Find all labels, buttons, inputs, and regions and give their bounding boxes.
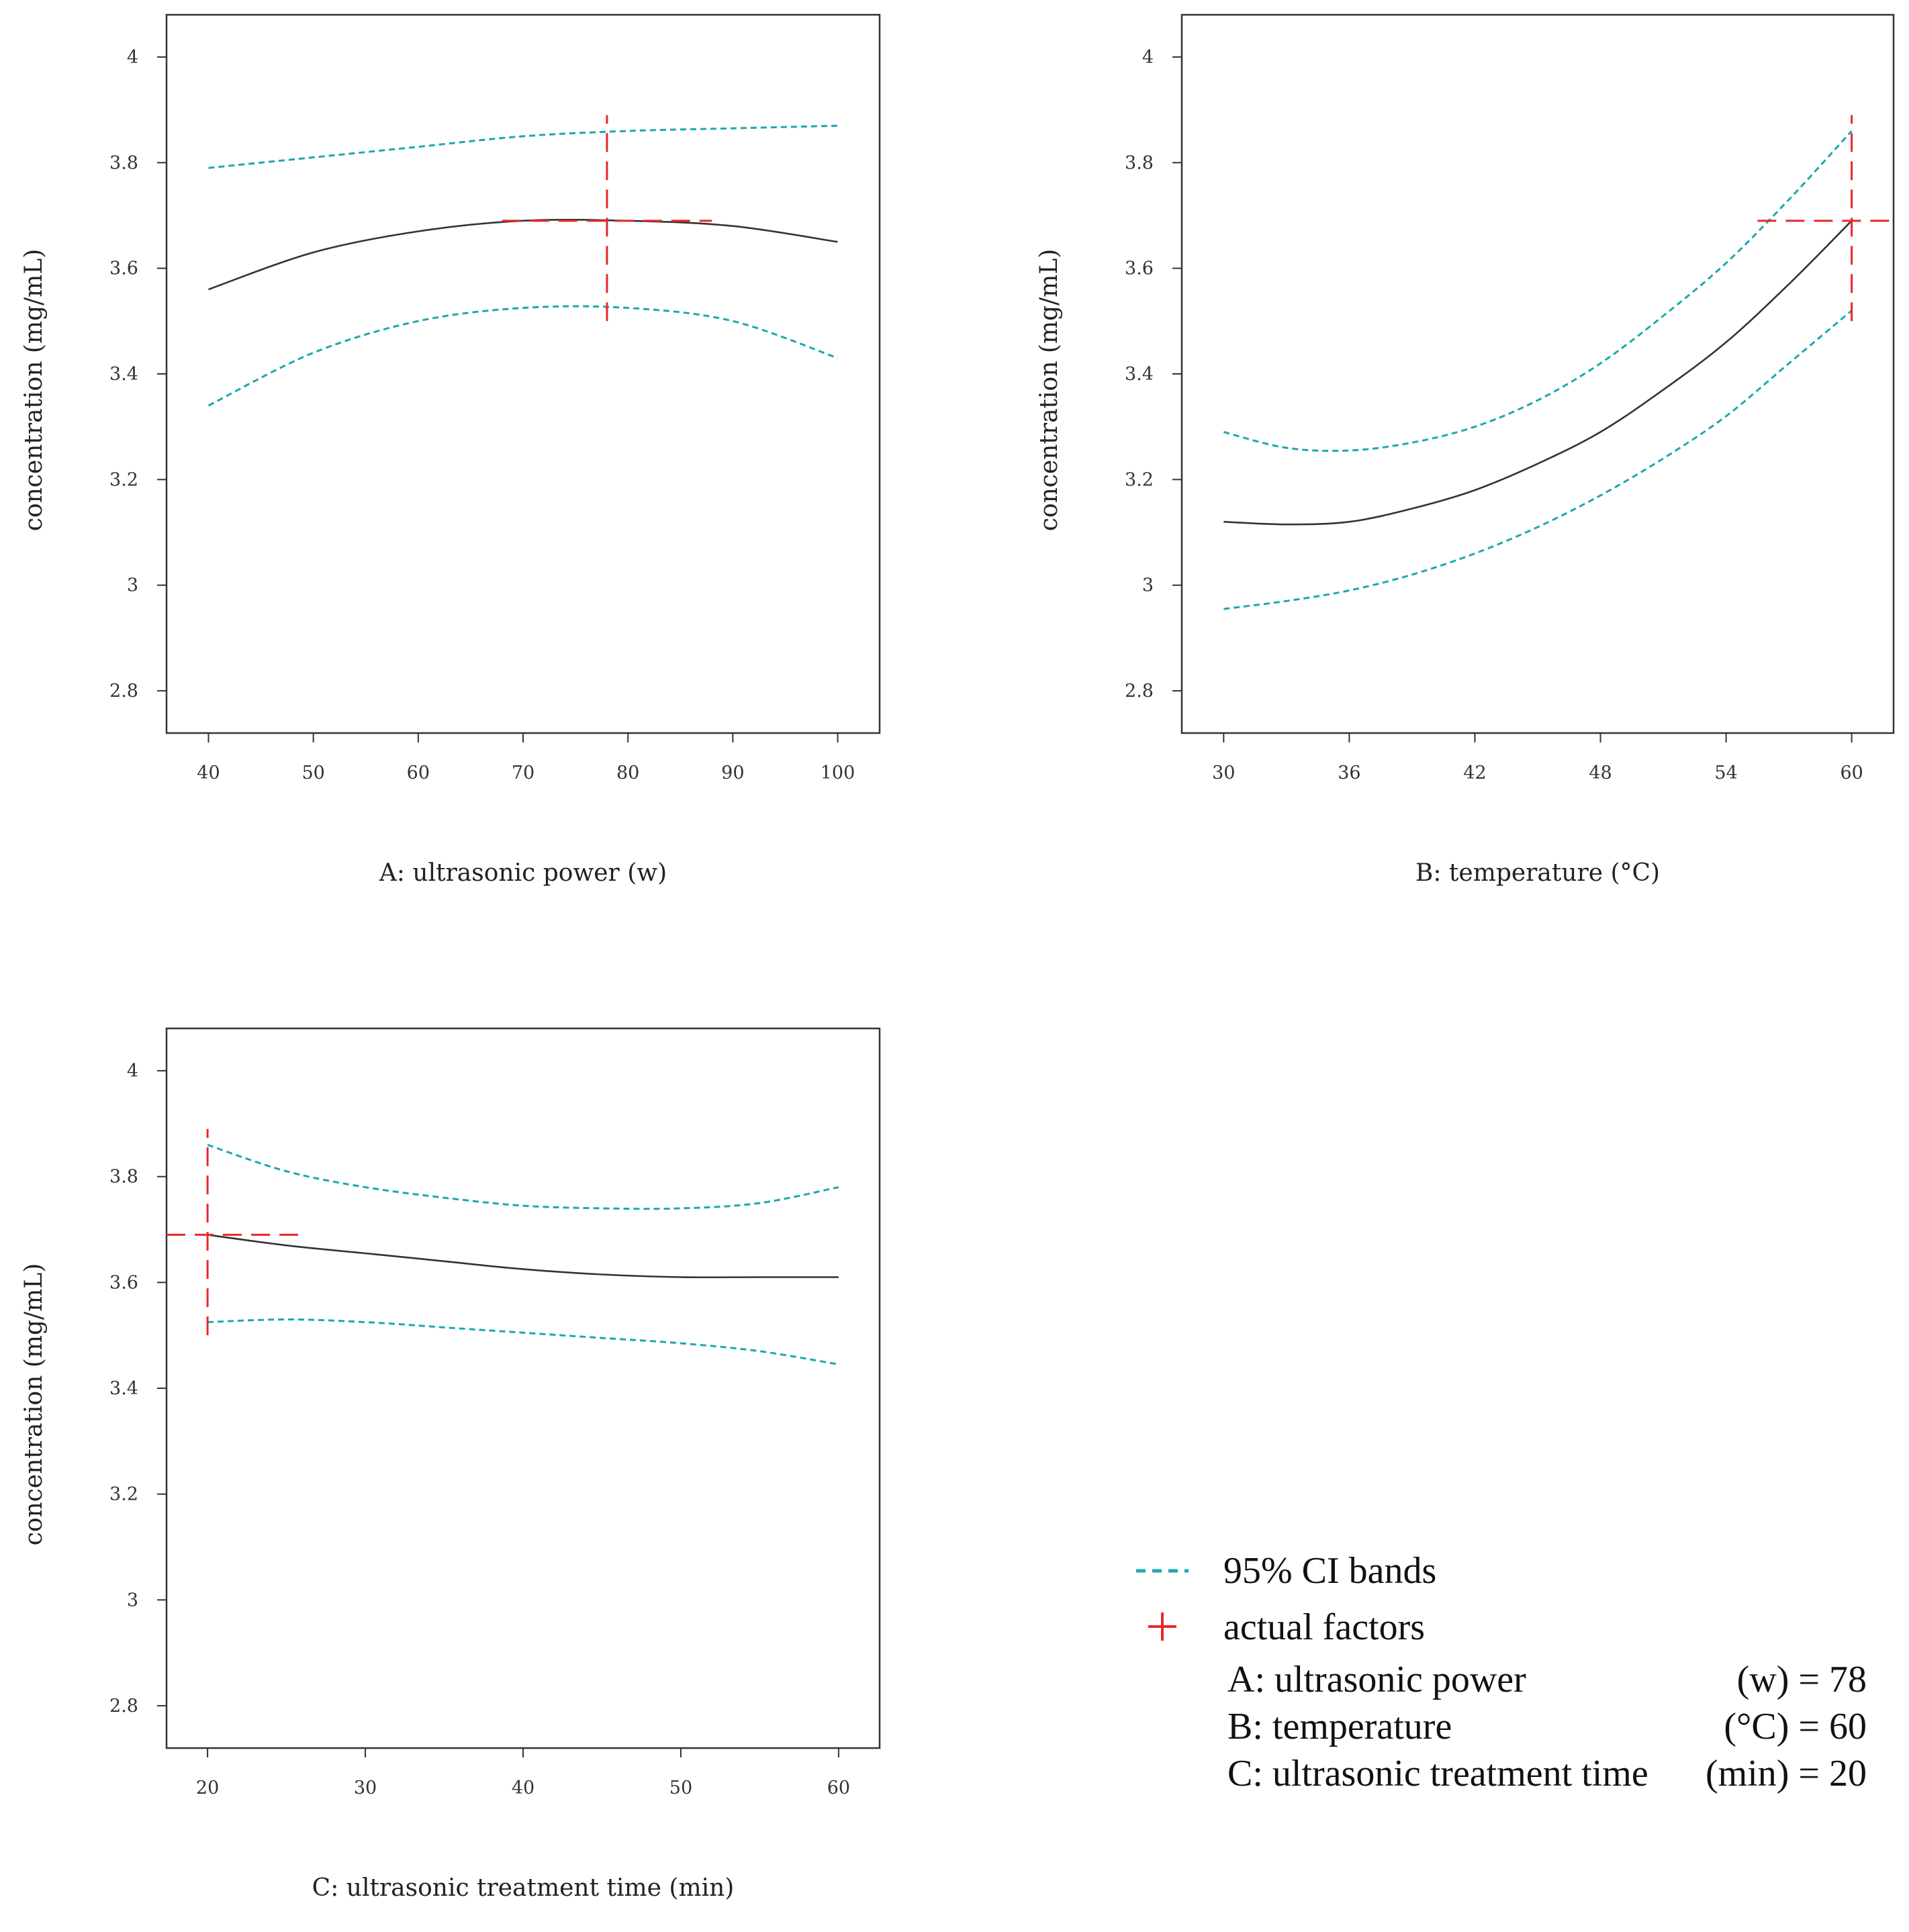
- plot-c-y-tick-label-2: 3.2: [109, 1484, 138, 1505]
- plot-c-series-prediction: [207, 1234, 839, 1279]
- plot-a-x-tick-label-0: 40: [197, 763, 220, 783]
- legend-factor-b-name: B: temperature: [1227, 1706, 1452, 1747]
- plot-c-y-tick-label-4: 3.6: [109, 1272, 138, 1293]
- plot-b-x-tick-label-3: 48: [1589, 763, 1612, 783]
- plot-a-y-axis-label: concentration (mg/mL): [20, 249, 48, 532]
- plot-a-y-tick-label-0: 2.8: [109, 681, 138, 702]
- plot-b-y-tick-label-2: 3.2: [1125, 469, 1154, 490]
- plot-b-x-tick-label-5: 60: [1840, 763, 1863, 783]
- plot-b-y-axis-label: concentration (mg/mL): [1035, 249, 1063, 532]
- legend-ci-label: 95% CI bands: [1223, 1550, 1436, 1592]
- plot-c-y-tick-label-6: 4: [127, 1061, 138, 1081]
- plot-b-series-ci-upper: [1223, 130, 1853, 452]
- plot-b-series-ci-lower: [1223, 309, 1853, 610]
- plot-b-series-prediction: [1223, 220, 1853, 526]
- plot-b-x-tick-label-0: 30: [1212, 763, 1235, 783]
- plot-c-y-axis-label: concentration (mg/mL): [20, 1263, 48, 1546]
- plot-b-x-tick-label-2: 42: [1463, 763, 1486, 783]
- plot-b-x-tick-label-1: 36: [1338, 763, 1360, 783]
- plot-c-series-ci-lower: [207, 1318, 839, 1365]
- plot-b-y-tick-label-6: 4: [1142, 47, 1154, 68]
- plot-b-y-tick-label-5: 3.8: [1125, 152, 1154, 173]
- plot-c-x-tick-label-4: 60: [827, 1778, 850, 1798]
- plot-a-x-axis-label: A: ultrasonic power (w): [379, 859, 667, 887]
- plot-b-frame: [1180, 13, 1895, 734]
- plot-a-y-tick-label-3: 3.4: [109, 364, 138, 385]
- plot-c-x-tick-label-2: 40: [512, 1778, 534, 1798]
- plot-a-series-ci-upper: [208, 124, 838, 169]
- plot-a: 2.8 3 3.2 3.4 3.6 3.8 4 40 50 60 70 80 90 100 A: ultra…: [20, 13, 881, 887]
- plot-c-x-tick-label-3: 50: [669, 1778, 692, 1798]
- legend-factor-a-name: A: ultrasonic power: [1227, 1659, 1526, 1700]
- plot-a-x-tick-label-3: 70: [512, 763, 534, 783]
- plot-c-y-tick-label-3: 3.4: [109, 1378, 138, 1399]
- plot-a-series-prediction: [208, 219, 838, 291]
- plot-c-series-ci-upper: [207, 1143, 839, 1210]
- plot-b-y-tick-label-4: 3.6: [1125, 258, 1154, 279]
- plot-c-y-tick-label-0: 2.8: [109, 1696, 138, 1717]
- plot-c-x-tick-label-1: 30: [354, 1778, 377, 1798]
- plot-b: 2.8 3 3.2 3.4 3.6 3.8 4 30 36 42 48 54 60 B: temperat…: [1035, 13, 1895, 887]
- plot-a-x-tick-label-5: 90: [721, 763, 744, 783]
- plot-c-x-tick-label-0: 20: [196, 1778, 219, 1798]
- plot-c-frame: [165, 1027, 881, 1749]
- plot-c-x-axis-label: C: ultrasonic treatment time (min): [312, 1874, 735, 1902]
- legend-factor-c-value: (min) = 20: [1706, 1753, 1867, 1794]
- plot-b-y-tick-label-0: 2.8: [1125, 681, 1154, 702]
- legend-factor-c-name: C: ultrasonic treatment time: [1227, 1753, 1648, 1794]
- legend: 95% CI bands actual factors A: ultrasoni…: [1136, 1550, 1867, 1794]
- plot-c: 2.8 3 3.2 3.4 3.6 3.8 4 20 30 40 50 60 C: ultrasonic…: [20, 1027, 881, 1902]
- plot-a-series-ci-lower: [207, 305, 839, 407]
- plot-a-y-tick-label-2: 3.2: [109, 469, 138, 490]
- plot-a-y-tick-label-4: 3.6: [109, 258, 138, 279]
- plot-a-x-tick-label-6: 100: [821, 763, 855, 783]
- plot-b-y-tick-label-1: 3: [1142, 575, 1154, 596]
- plot-a-frame: [165, 13, 881, 734]
- legend-factor-a-value: (w) = 78: [1737, 1659, 1867, 1700]
- legend-factor-b-value: (°C) = 60: [1724, 1706, 1867, 1747]
- plot-c-y-tick-label-5: 3.8: [109, 1167, 138, 1188]
- legend-actual-label: actual factors: [1223, 1606, 1425, 1648]
- plot-a-y-tick-label-6: 4: [127, 47, 138, 68]
- plot-b-y-tick-label-3: 3.4: [1125, 364, 1154, 385]
- plot-a-y-tick-label-5: 3.8: [109, 152, 138, 173]
- plot-a-x-tick-label-2: 60: [407, 763, 430, 783]
- plot-a-x-tick-label-4: 80: [616, 763, 639, 783]
- plot-b-x-axis-label: B: temperature (°C): [1415, 859, 1660, 887]
- plot-c-y-tick-label-1: 3: [127, 1590, 138, 1610]
- plot-b-x-tick-label-4: 54: [1714, 763, 1737, 783]
- plot-a-x-tick-label-1: 50: [301, 763, 324, 783]
- plot-a-y-tick-label-1: 3: [127, 575, 138, 596]
